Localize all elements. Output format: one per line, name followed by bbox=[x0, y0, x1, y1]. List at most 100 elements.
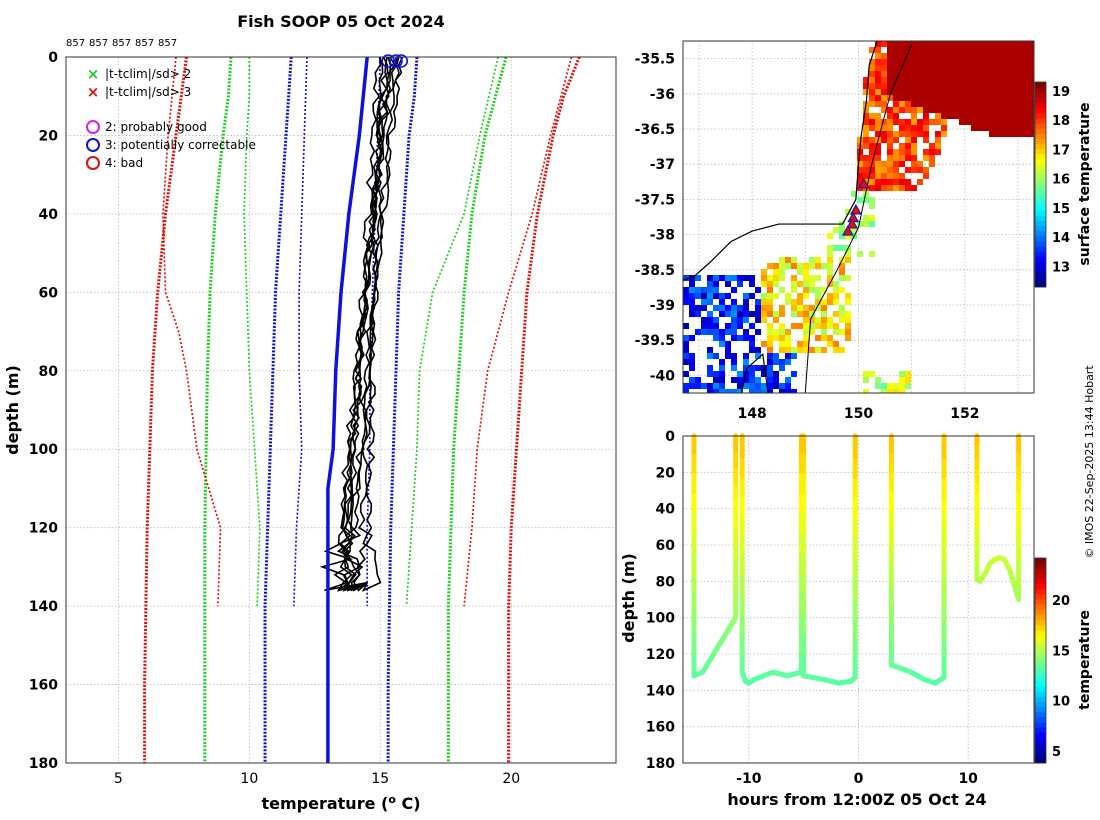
sst-cell bbox=[995, 59, 1001, 65]
sst-cell bbox=[917, 95, 923, 101]
colorbar-band bbox=[1035, 138, 1046, 144]
sst-cell bbox=[893, 155, 899, 161]
sst-cell bbox=[707, 365, 713, 371]
sst-cell bbox=[773, 317, 779, 323]
sst-cell bbox=[719, 377, 725, 383]
legend-label: |t-tclim|/sd> 2 bbox=[105, 67, 191, 81]
sst-cell bbox=[791, 287, 797, 293]
sst-cell bbox=[917, 167, 923, 173]
sst-cell bbox=[1025, 125, 1031, 131]
sst-cell bbox=[683, 383, 689, 389]
sst-cell bbox=[893, 179, 899, 185]
sst-cell bbox=[839, 317, 845, 323]
sst-cell bbox=[773, 359, 779, 365]
sst-cell bbox=[833, 227, 839, 233]
sst-cell bbox=[863, 221, 869, 227]
sst-cell bbox=[1007, 83, 1013, 89]
dt-colorbar-label: temperature bbox=[1077, 610, 1093, 710]
sst-cell bbox=[923, 95, 929, 101]
sst-cell bbox=[899, 383, 905, 389]
sst-cell bbox=[911, 167, 917, 173]
sst-cell bbox=[1007, 101, 1013, 107]
sst-cell bbox=[731, 305, 737, 311]
sst-cell bbox=[767, 365, 773, 371]
sst-cell bbox=[713, 371, 719, 377]
sst-cell bbox=[887, 143, 893, 149]
sst-cell bbox=[911, 107, 917, 113]
sst-cell bbox=[941, 107, 947, 113]
map-border bbox=[682, 40, 1035, 394]
sst-cell bbox=[731, 377, 737, 383]
sst-cell bbox=[803, 317, 809, 323]
sst-cell bbox=[845, 317, 851, 323]
sst-cell bbox=[953, 53, 959, 59]
sst-cell bbox=[875, 143, 881, 149]
sst-cell bbox=[947, 101, 953, 107]
sst-cell bbox=[707, 323, 713, 329]
map-y-tick-label: -39.5 bbox=[635, 333, 675, 349]
sst-cell bbox=[833, 323, 839, 329]
sst-cell bbox=[929, 107, 935, 113]
sst-cell bbox=[905, 65, 911, 71]
sst-cell bbox=[995, 83, 1001, 89]
sst-cell bbox=[839, 275, 845, 281]
sst-cell bbox=[905, 47, 911, 53]
sst-cell bbox=[779, 305, 785, 311]
sst-cell bbox=[869, 167, 875, 173]
colorbar-band bbox=[1035, 153, 1046, 160]
sst-cell bbox=[989, 77, 995, 83]
colorbar-band bbox=[1035, 164, 1046, 170]
sst-cell bbox=[965, 41, 971, 47]
sst-cell bbox=[863, 389, 869, 393]
sst-cell bbox=[827, 275, 833, 281]
sst-cell bbox=[1013, 83, 1019, 89]
sst-cell bbox=[701, 305, 707, 311]
sst-cell bbox=[791, 371, 797, 377]
sst-cell bbox=[983, 71, 989, 77]
climatology-line bbox=[463, 56, 573, 607]
climatology-line bbox=[405, 56, 499, 607]
sst-cell bbox=[701, 299, 707, 305]
climatology-line bbox=[143, 56, 188, 763]
sst-cell bbox=[863, 131, 869, 137]
sst-cell bbox=[689, 359, 695, 365]
sst-cell bbox=[743, 335, 749, 341]
sst-cell bbox=[929, 59, 935, 65]
sst-cell bbox=[923, 131, 929, 137]
sst-cell bbox=[1031, 113, 1034, 119]
sst-cell bbox=[899, 107, 905, 113]
sst-cell bbox=[971, 77, 977, 83]
sst-cell bbox=[701, 293, 707, 299]
sst-cell bbox=[1025, 53, 1031, 59]
sst-cell bbox=[869, 149, 875, 155]
sst-cell bbox=[983, 113, 989, 119]
sst-cell bbox=[875, 65, 881, 71]
sst-cell bbox=[797, 293, 803, 299]
sst-cell bbox=[887, 173, 893, 179]
sst-cell bbox=[911, 149, 917, 155]
sst-cell bbox=[959, 53, 965, 59]
sst-cell bbox=[995, 107, 1001, 113]
sst-cell bbox=[869, 173, 875, 179]
sst-cell bbox=[785, 359, 791, 365]
sst-cell bbox=[707, 329, 713, 335]
sst-cell bbox=[881, 101, 887, 107]
sst-cell bbox=[881, 71, 887, 77]
sst-cell bbox=[725, 305, 731, 311]
sst-cell bbox=[701, 287, 707, 293]
sst-cell bbox=[887, 155, 893, 161]
sst-cell bbox=[1001, 71, 1007, 77]
sst-cell bbox=[689, 311, 695, 317]
sst-cell bbox=[785, 257, 791, 263]
sst-cell bbox=[1025, 65, 1031, 71]
sst-cell bbox=[713, 377, 719, 383]
sst-cell bbox=[983, 119, 989, 125]
sst-cell bbox=[905, 137, 911, 143]
x-tick-label: 20 bbox=[502, 771, 520, 787]
sst-cell bbox=[779, 275, 785, 281]
sst-cell bbox=[887, 389, 893, 393]
climatology-line bbox=[386, 56, 419, 763]
sst-cell bbox=[1007, 71, 1013, 77]
sst-cell bbox=[941, 89, 947, 95]
sst-cell bbox=[707, 383, 713, 389]
